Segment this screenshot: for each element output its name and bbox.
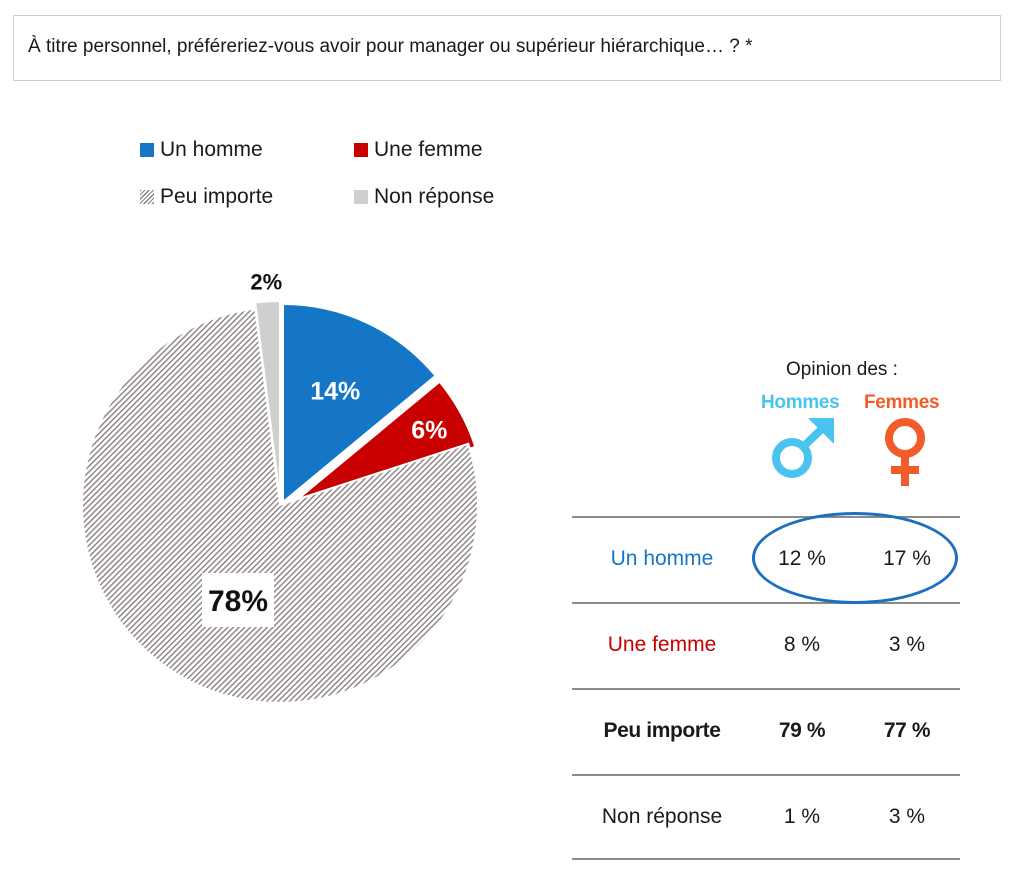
pie-slices [81, 299, 479, 704]
legend-swatch-grey [354, 190, 368, 204]
legend-swatch-red [354, 143, 368, 157]
men-value: 1 % [783, 805, 821, 828]
men-value: 8 % [783, 633, 821, 656]
table-row: Une femme 8 % 3 % [572, 602, 960, 688]
legend-item-non-reponse: Non réponse [354, 185, 494, 209]
pie-label: 6% [411, 417, 447, 445]
pie-label: 2% [250, 269, 282, 294]
question-box: À titre personnel, préféreriez-vous avoi… [13, 15, 1001, 81]
legend-item-peu-importe: Peu importe [140, 185, 273, 209]
opinion-header: Opinion des : Hommes Femmes [750, 356, 960, 496]
table-row: Peu importe 79 % 77 % [572, 688, 960, 774]
row-label: Peu importe [603, 719, 721, 742]
women-value: 77 % [883, 719, 931, 742]
question-text: À titre personnel, préféreriez-vous avoi… [28, 36, 753, 57]
pie-label-background [202, 573, 274, 627]
pie-label: 14% [310, 378, 360, 406]
legend-label: Une femme [374, 138, 483, 161]
male-symbol-icon [772, 418, 834, 478]
men-column-header: Hommes [761, 392, 840, 413]
women-value: 3 % [888, 633, 926, 656]
row-label: Une femme [607, 633, 717, 656]
women-column-header: Femmes [864, 392, 940, 413]
pie-labels: 14% 6% 78% 2% [202, 269, 447, 627]
pie-label: 78% [208, 585, 268, 618]
legend-item-une-femme: Une femme [354, 138, 483, 162]
pie-slice [254, 299, 281, 500]
legend: Un homme Une femme Peu importe Non répon… [140, 138, 540, 218]
legend-label: Un homme [160, 138, 263, 161]
legend-item-un-homme: Un homme [140, 138, 263, 162]
row-label: Non réponse [601, 805, 723, 828]
pie-slice [282, 302, 437, 505]
highlight-ellipse [752, 512, 958, 604]
men-value: 79 % [778, 719, 826, 742]
opinion-title: Opinion des : [786, 359, 898, 380]
row-label: Un homme [610, 547, 714, 570]
legend-swatch-blue [140, 143, 154, 157]
legend-label: Non réponse [374, 185, 495, 208]
women-value: 3 % [888, 805, 926, 828]
pie-chart: 14% 6% 78% 2% [81, 269, 479, 704]
table-row: Non réponse 1 % 3 % [572, 774, 960, 860]
legend-swatch-hatched [140, 190, 154, 204]
pie-slice [286, 380, 477, 509]
legend-label: Peu importe [160, 185, 274, 208]
female-symbol-icon [885, 418, 925, 486]
pie-slice [81, 307, 479, 704]
